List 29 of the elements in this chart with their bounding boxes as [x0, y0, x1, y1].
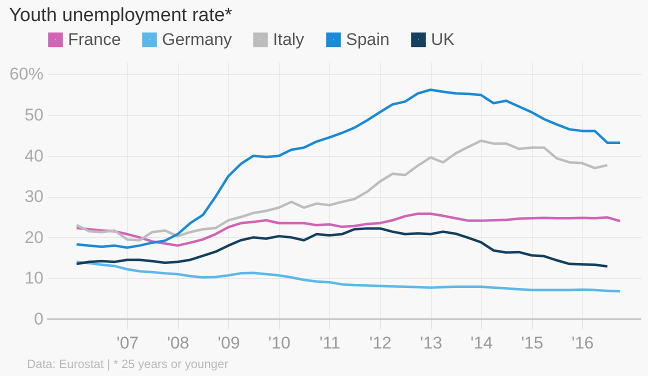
x-tick-label: '14 — [470, 334, 493, 352]
y-tick-label: 20 — [24, 228, 44, 247]
line-series — [75, 227, 609, 268]
legend-label: Germany — [162, 30, 232, 49]
legend-label: Spain — [346, 30, 390, 49]
line-series — [75, 88, 622, 249]
line-series — [75, 139, 609, 242]
legend-label: France — [68, 30, 121, 49]
text: Data: Eurostat | * 25 years or younger — [27, 357, 228, 371]
x-tick-label: '10 — [268, 334, 290, 352]
y-tick-label: 10 — [24, 268, 44, 288]
y-tick-label: 60% — [9, 64, 44, 84]
y-tick-label: 40 — [24, 146, 44, 166]
legend-label: UK — [431, 30, 456, 49]
x-tick-label: '15 — [521, 334, 544, 352]
x-tick-label: '07 — [116, 334, 139, 352]
line-series — [75, 260, 622, 293]
line-series — [75, 212, 622, 247]
legend-label: Italy — [273, 30, 305, 49]
y-tick-label: 30 — [24, 187, 44, 206]
x-tick-label: '08 — [167, 334, 190, 352]
x-tick-label: '09 — [218, 334, 240, 352]
x-tick-label: '12 — [369, 334, 392, 352]
y-tick-label: 50 — [24, 106, 44, 125]
x-tick-label: '16 — [572, 334, 594, 352]
x-tick-label: '11 — [319, 334, 340, 352]
chart-title: Youth unemployment rate* — [8, 5, 233, 26]
x-tick-label: '13 — [420, 334, 442, 352]
y-tick-label: 0 — [34, 310, 44, 328]
